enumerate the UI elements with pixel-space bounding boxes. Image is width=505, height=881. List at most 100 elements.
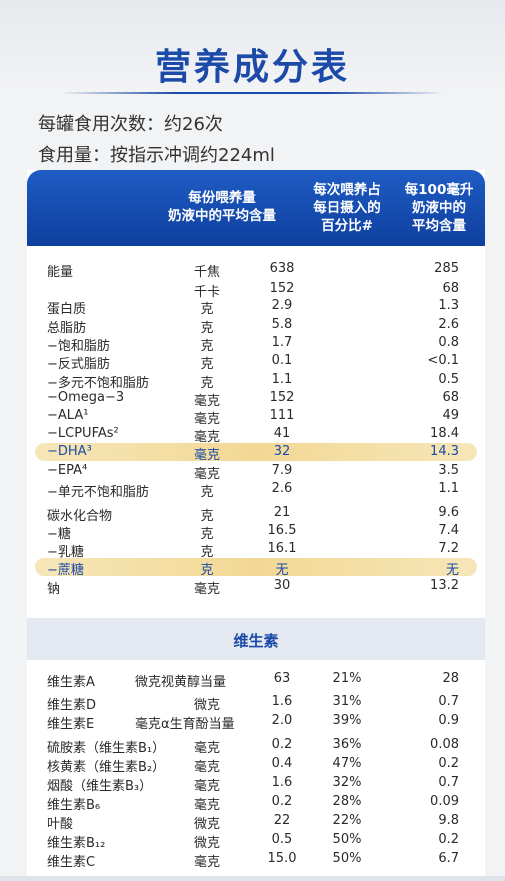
cell-name: 维生素B₁₂ [47, 836, 106, 851]
cell-unit: 微克 [193, 698, 220, 713]
cell-name: −乳糖 [47, 545, 84, 560]
cell-name: 总脂肪 [47, 321, 87, 336]
cell-per: 638 [269, 261, 295, 276]
cell-per100: 6.7 [438, 851, 459, 866]
table-row: −糖 克 16.5 7.4 [27, 522, 485, 542]
cell-pct: 21% [332, 671, 362, 686]
cell-unit: 毫克 [193, 467, 220, 482]
cell-unit: 克 [200, 302, 214, 317]
cell-per: 2.0 [271, 713, 293, 728]
table-row: −反式脂肪 克 0.1 <0.1 [27, 352, 485, 372]
header-line: 每日摄入的 [313, 200, 381, 216]
header-line: 百分比# [321, 218, 373, 234]
cell-name: −单元不饱和脂肪 [47, 485, 149, 500]
table-row: −Omega−3 毫克 152 68 [27, 389, 485, 409]
cell-pct: 32% [332, 775, 362, 790]
cell-unit: 千焦 [193, 265, 220, 280]
cell-per: 0.4 [271, 756, 293, 771]
servings-per-can: 每罐食用次数：约26次 [38, 114, 223, 135]
table-row: −单元不饱和脂肪 克 2.6 1.1 [27, 480, 485, 500]
vitamins-band [27, 618, 485, 660]
table-row: 总脂肪 克 5.8 2.6 [27, 316, 485, 336]
cell-unit: 毫克 [193, 760, 220, 775]
cell-per100: 无 [445, 563, 459, 578]
cell-per100: 0.08 [430, 737, 459, 752]
cell-unit: 克 [200, 485, 214, 500]
cell-name: −多元不饱和脂肪 [47, 376, 149, 391]
cell-name: −Omega−3 [47, 390, 125, 405]
page-title: 营养成分表 [154, 47, 350, 88]
cell-per100: 28 [442, 671, 459, 686]
cell-per: 32 [273, 444, 291, 459]
cell-per: 21 [273, 505, 291, 520]
cell-unit: 毫克 [193, 394, 220, 409]
cell-name: 维生素B₆ [47, 798, 101, 813]
cell-unit: 毫克 [193, 448, 220, 463]
cell-per: 0.2 [271, 794, 293, 809]
cell-per100: 9.6 [438, 505, 459, 520]
cell-unit: 毫克 [193, 582, 220, 597]
cell-pct: 50% [332, 832, 362, 847]
cell-name: 核黄素（维生素B₂） [47, 760, 166, 775]
cell-per100: 0.5 [438, 372, 459, 387]
table-row: −ALA¹ 毫克 111 49 [27, 407, 485, 427]
table-row: 能量 千焦 638 285 [27, 260, 485, 280]
cell-name: 钠 [47, 582, 61, 597]
cell-name: −反式脂肪 [47, 357, 110, 372]
cell-per100: 2.6 [438, 317, 459, 332]
header-line: 奶液中的 [412, 200, 466, 216]
cell-name: −ALA¹ [47, 408, 89, 423]
cell-per100: 49 [442, 408, 459, 423]
cell-unit: 毫克 [193, 855, 220, 870]
cell-per: 15.0 [267, 851, 297, 866]
nutrition-table: 每份喂养量 奶液中的平均含量 每次喂养占 每日摄入的 百分比# 每100毫升 奶… [27, 170, 485, 881]
cell-name: 硫胺素（维生素B₁） [47, 741, 166, 756]
cell-pct: 31% [332, 694, 362, 709]
cell-name: 能量 [47, 265, 74, 280]
cell-unit: 克 [200, 321, 214, 336]
cell-per: 5.8 [271, 317, 293, 332]
header-per-100ml: 每100毫升 奶液中的 平均含量 [397, 181, 481, 235]
cell-pct: 36% [332, 737, 362, 752]
table-row: −多元不饱和脂肪 克 1.1 0.5 [27, 371, 485, 391]
header-per-serving: 每份喂养量 奶液中的平均含量 [147, 189, 297, 225]
cell-per100: 3.5 [438, 463, 459, 478]
vitamin-row: 维生素E 毫克α生育酚当量 2.0 39% 0.9 [27, 712, 485, 732]
cell-per100: 7.4 [438, 523, 459, 538]
table-row: −饱和脂肪 克 1.7 0.8 [27, 334, 485, 354]
header-line: 每份喂养量 [188, 190, 256, 206]
cell-name: 碳水化合物 [47, 509, 113, 524]
cell-per: 0.1 [271, 353, 293, 368]
header-line: 平均含量 [412, 218, 466, 234]
cell-unit: 微克视黄醇当量 [135, 675, 227, 690]
vitamin-row: 维生素B₁₂ 微克 0.5 50% 0.2 [27, 831, 485, 851]
cell-unit: 毫克 [193, 741, 220, 756]
vitamin-row: 维生素B₆ 毫克 0.2 28% 0.09 [27, 793, 485, 813]
cell-per: 2.6 [271, 481, 293, 496]
cell-per100: <0.1 [427, 353, 459, 368]
cell-name: −饱和脂肪 [47, 339, 110, 354]
cell-unit: 克 [200, 339, 214, 354]
table-row: −DHA³ 毫克 32 14.3 [27, 443, 485, 463]
cell-unit: 毫克 [193, 779, 220, 794]
header-line: 每100毫升 [404, 182, 474, 198]
table-row: 蛋白质 克 2.9 1.3 [27, 297, 485, 317]
header-daily-percent: 每次喂养占 每日摄入的 百分比# [302, 181, 392, 235]
cell-pct: 47% [332, 756, 362, 771]
table-row: −乳糖 克 16.1 7.2 [27, 540, 485, 560]
cell-pct: 22% [332, 813, 362, 828]
cell-per100: 0.8 [438, 335, 459, 350]
cell-unit: 毫克 [193, 798, 220, 813]
cell-per100: 0.09 [430, 794, 459, 809]
row-highlight [35, 443, 477, 461]
cell-per100: 0.9 [438, 713, 459, 728]
cell-unit: 微克 [193, 836, 220, 851]
cell-name: −DHA³ [47, 444, 92, 459]
table-row: −LCPUFAs² 毫克 41 18.4 [27, 425, 485, 445]
cell-unit: 克 [200, 545, 214, 560]
cell-per: 1.6 [271, 694, 293, 709]
cell-pct: 39% [332, 713, 362, 728]
header-line: 奶液中的平均含量 [168, 208, 276, 224]
cell-per: 0.5 [271, 832, 293, 847]
bottom-edge [0, 876, 505, 881]
